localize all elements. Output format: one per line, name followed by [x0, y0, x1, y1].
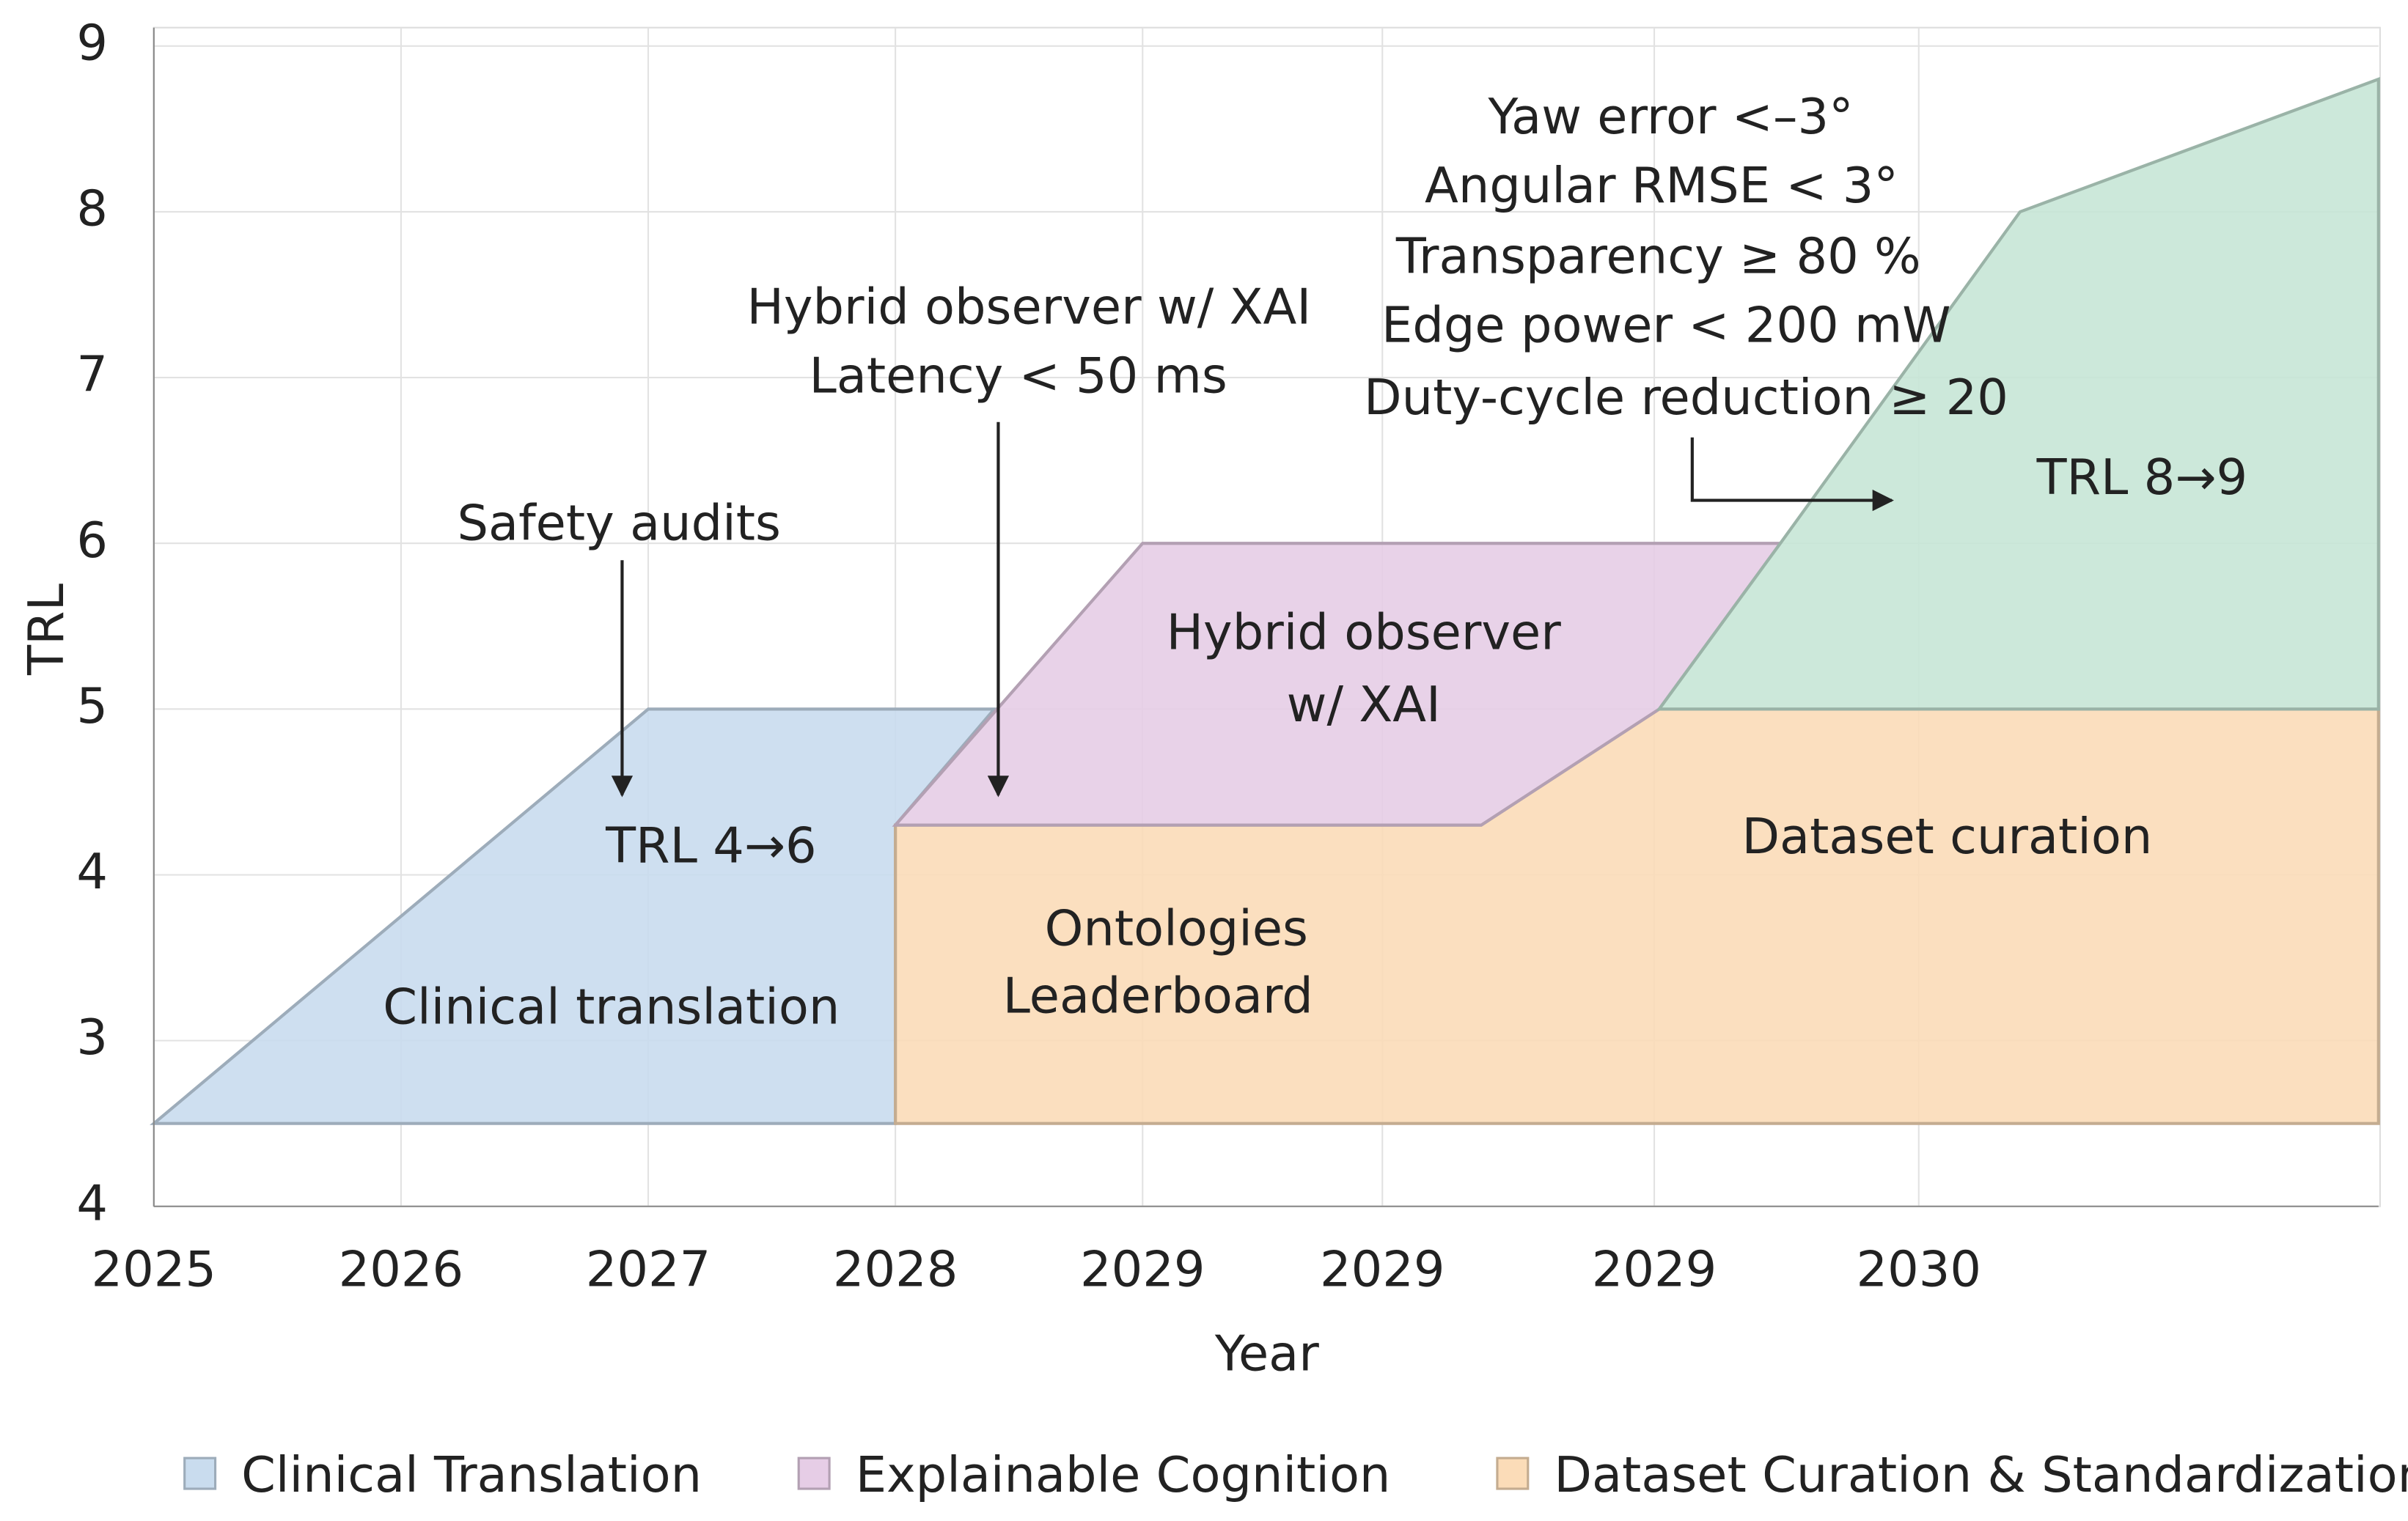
annotation: Clinical translation [383, 978, 840, 1035]
legend-label: Explainable Cognition [856, 1446, 1391, 1503]
y-tick-label: 9 [76, 14, 108, 71]
annotation: Transparency ≥ 80 % [1395, 227, 1921, 284]
legend-swatch [183, 1456, 217, 1490]
annotation: TRL 4→6 [605, 817, 816, 874]
y-tick-label: 7 [76, 346, 108, 403]
x-tick-label: 2029 [1320, 1240, 1445, 1297]
x-tick-label: 2029 [1592, 1240, 1717, 1297]
annotation: Hybrid observer [1167, 603, 1562, 660]
annotation: TRL 8→9 [2036, 449, 2247, 506]
annotation: Leaderboard [1003, 968, 1313, 1025]
annotation: Dataset curation [1741, 808, 2152, 865]
annotation: Safety audits [458, 495, 781, 552]
area [150, 707, 998, 1125]
x-tick-label: 2030 [1857, 1240, 1982, 1297]
annotation: Ontologies [1045, 900, 1308, 957]
legend-swatch [797, 1456, 831, 1490]
y-tick-label: 5 [76, 677, 108, 734]
y-tick-label: 3 [76, 1009, 108, 1066]
annotation: Angular RMSE < 3° [1425, 157, 1898, 214]
y-tick-label: 8 [76, 180, 108, 237]
legend-label: Clinical Translation [241, 1446, 702, 1503]
annotation: Latency < 50 ms [809, 347, 1227, 405]
x-tick-label: 2029 [1080, 1240, 1205, 1297]
x-tick-label: 2027 [586, 1240, 711, 1297]
annotation: Edge power < 200 mW [1381, 297, 1950, 354]
x-tick-label: 2025 [92, 1240, 217, 1297]
annotation: Hybrid observer w/ XAI [746, 279, 1311, 336]
x-axis-label: Year [1214, 1325, 1319, 1382]
x-tick-label: 2028 [833, 1240, 958, 1297]
annotation: Yaw error <–3° [1487, 88, 1853, 145]
area [1656, 77, 2380, 711]
legend-label: Dataset Curation & Standardization [1554, 1446, 2408, 1503]
legend-swatch [1496, 1456, 1530, 1490]
y-tick-label: 4 [76, 1174, 108, 1231]
x-tick-label: 2026 [339, 1240, 464, 1297]
arrow [1690, 437, 1894, 512]
y-axis-label: TRL [18, 583, 75, 676]
y-tick-label: 6 [76, 512, 108, 569]
annotation: Duty-cycle reduction ≥ 20 [1364, 369, 2008, 426]
y-tick-label: 4 [76, 843, 108, 900]
annotation: w/ XAI [1287, 676, 1441, 733]
